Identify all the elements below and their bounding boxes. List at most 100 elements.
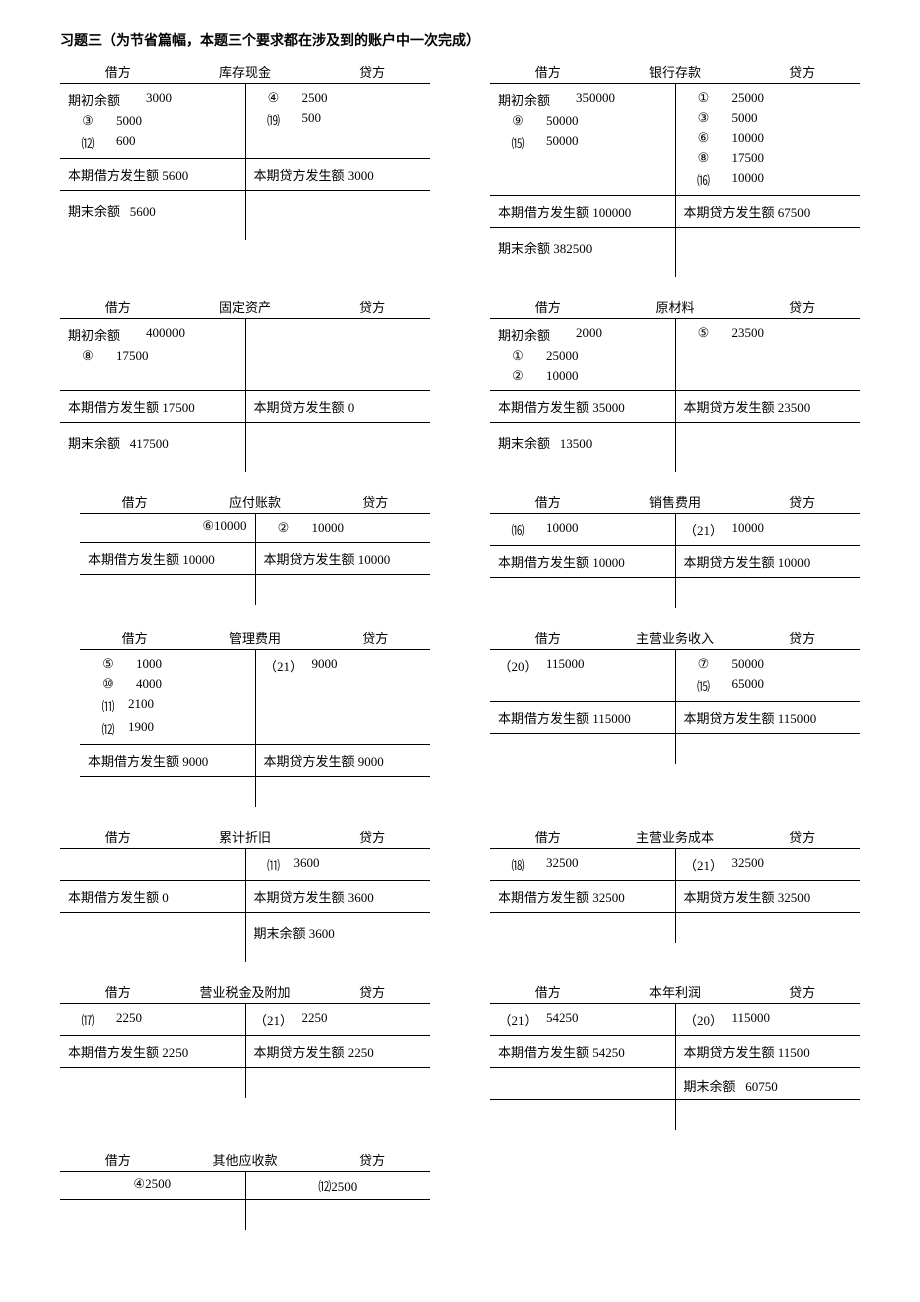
entry-ref: ③ bbox=[684, 110, 724, 126]
debit-total-val: 54250 bbox=[592, 1045, 625, 1060]
entry-val: 115000 bbox=[538, 656, 667, 675]
header-debit: 借方 bbox=[60, 297, 176, 316]
begin-label: 期初余额 bbox=[68, 325, 138, 344]
header-credit: 贷方 bbox=[744, 982, 860, 1001]
entry-ref: （20） bbox=[684, 1010, 724, 1029]
credit-total-val: 3600 bbox=[348, 890, 374, 905]
entry-ref: ⑤ bbox=[684, 325, 724, 341]
header-credit: 贷方 bbox=[314, 1150, 430, 1169]
entry-val: 3600 bbox=[294, 855, 320, 874]
credit-total-label: 本期贷方发生额 bbox=[684, 205, 775, 220]
debit-total-label: 本期借方发生额 bbox=[68, 1045, 159, 1060]
account-name: 销售费用 bbox=[606, 492, 745, 511]
account-cogs: 借方 主营业务成本 贷方 ⒅32500 （21）32500 本期借方发生额 32… bbox=[490, 825, 860, 962]
entry-val: 2500 bbox=[145, 1176, 171, 1191]
entry-ref: ⒃ bbox=[684, 170, 724, 189]
credit-total-label: 本期贷方发生额 bbox=[684, 1045, 775, 1060]
header-credit: 贷方 bbox=[314, 62, 430, 81]
entry-val: 50000 bbox=[724, 656, 853, 672]
entry-ref: ⑾ bbox=[254, 855, 294, 874]
debit-total-val: 17500 bbox=[162, 400, 195, 415]
entry-val: 600 bbox=[108, 133, 237, 152]
header-credit: 贷方 bbox=[314, 297, 430, 316]
header-credit: 贷方 bbox=[314, 982, 430, 1001]
entry-val: 10000 bbox=[538, 368, 667, 384]
begin-value: 3000 bbox=[138, 90, 237, 109]
begin-value: 2000 bbox=[568, 325, 667, 344]
debit-total-label: 本期借方发生额 bbox=[68, 890, 159, 905]
entry-val: 10000 bbox=[538, 520, 667, 539]
account-name: 应付账款 bbox=[189, 492, 320, 511]
account-name: 固定资产 bbox=[176, 297, 315, 316]
entry-ref: ⒆ bbox=[254, 110, 294, 129]
entry-val: 10000 bbox=[724, 520, 853, 539]
header-debit: 借方 bbox=[60, 982, 176, 1001]
end-val: 417500 bbox=[130, 436, 169, 451]
credit-total-label: 本期贷方发生额 bbox=[684, 890, 775, 905]
entry-val: 17500 bbox=[724, 150, 853, 166]
account-admin-expense: 借方 管理费用 贷方 ⑤1000 ⑩4000 ⑾2100 ⑿1900 （21）9… bbox=[80, 626, 430, 807]
header-credit: 贷方 bbox=[744, 492, 860, 511]
header-debit: 借方 bbox=[60, 1150, 176, 1169]
entry-ref: ⑿ bbox=[68, 133, 108, 152]
entry-val: 25000 bbox=[724, 90, 853, 106]
entry-val: 2250 bbox=[108, 1010, 237, 1029]
entry-ref: （21） bbox=[254, 1010, 294, 1029]
entry-val: 500 bbox=[294, 110, 423, 129]
entry-ref: （21） bbox=[684, 855, 724, 874]
header-credit: 贷方 bbox=[744, 297, 860, 316]
entry-ref: ⑾ bbox=[88, 696, 128, 715]
credit-total-label: 本期贷方发生额 bbox=[254, 890, 345, 905]
end-val: 5600 bbox=[130, 204, 156, 219]
credit-total-label: 本期贷方发生额 bbox=[254, 168, 345, 183]
account-cash: 借方 库存现金 贷方 期初余额3000 ③5000 ⑿600 ④2500 ⒆50… bbox=[60, 60, 430, 277]
credit-total-val: 23500 bbox=[778, 400, 811, 415]
entry-ref: ⑦ bbox=[684, 656, 724, 672]
entry-val: 50000 bbox=[538, 113, 667, 129]
account-name: 主营业务收入 bbox=[606, 628, 745, 647]
entry-ref: ⑥ bbox=[202, 518, 214, 533]
entry-ref: ⒂ bbox=[684, 676, 724, 695]
entry-ref: （21） bbox=[684, 520, 724, 539]
credit-total-val: 67500 bbox=[778, 205, 811, 220]
entry-val: 10000 bbox=[724, 170, 853, 189]
debit-total-val: 0 bbox=[162, 890, 169, 905]
header-debit: 借方 bbox=[490, 492, 606, 511]
account-profit: 借方 本年利润 贷方 （21）54250 （20）115000 本期借方发生额 … bbox=[490, 980, 860, 1130]
debit-total-label: 本期借方发生额 bbox=[88, 754, 179, 769]
account-selling-expense: 借方 销售费用 贷方 ⒃10000 （21）10000 本期借方发生额 1000… bbox=[490, 490, 860, 608]
entry-ref: ⑿ bbox=[88, 719, 128, 738]
account-main-revenue: 借方 主营业务收入 贷方 （20）115000 ⑦50000 ⒂65000 本期… bbox=[490, 626, 860, 807]
end-val: 60750 bbox=[745, 1079, 778, 1094]
account-name: 主营业务成本 bbox=[606, 827, 745, 846]
entry-val: 115000 bbox=[724, 1010, 853, 1029]
account-material: 借方 原材料 贷方 期初余额2000 ①25000 ②10000 ⑤23500 … bbox=[490, 295, 860, 472]
entry-val: 1000 bbox=[128, 656, 247, 672]
entry-val: 10000 bbox=[724, 130, 853, 146]
account-name: 营业税金及附加 bbox=[176, 982, 315, 1001]
credit-total-val: 10000 bbox=[778, 555, 811, 570]
entry-ref: （21） bbox=[264, 656, 304, 675]
end-label: 期末余额 bbox=[498, 241, 550, 256]
entry-val: 5000 bbox=[724, 110, 853, 126]
account-name: 本年利润 bbox=[606, 982, 745, 1001]
entry-ref: ④ bbox=[254, 90, 294, 106]
debit-total-label: 本期借方发生额 bbox=[88, 552, 179, 567]
entry-ref: ④ bbox=[133, 1176, 145, 1191]
entry-ref: ⑥ bbox=[684, 130, 724, 146]
header-credit: 贷方 bbox=[744, 62, 860, 81]
credit-total-label: 本期贷方发生额 bbox=[264, 552, 355, 567]
debit-total-label: 本期借方发生额 bbox=[498, 555, 589, 570]
debit-total-val: 115000 bbox=[592, 711, 631, 726]
header-debit: 借方 bbox=[490, 982, 606, 1001]
account-name: 累计折旧 bbox=[176, 827, 315, 846]
account-payable: 借方 应付账款 贷方 ⑥10000 ②10000 本期借方发生额 10000 本… bbox=[80, 490, 430, 608]
begin-value: 350000 bbox=[568, 90, 667, 109]
entry-val: 65000 bbox=[724, 676, 853, 695]
debit-total-label: 本期借方发生额 bbox=[498, 711, 589, 726]
credit-total-val: 3000 bbox=[348, 168, 374, 183]
debit-total-val: 9000 bbox=[182, 754, 208, 769]
entry-ref: ③ bbox=[68, 113, 108, 129]
entry-val: 32500 bbox=[724, 855, 853, 874]
entry-ref: ⒂ bbox=[498, 133, 538, 152]
